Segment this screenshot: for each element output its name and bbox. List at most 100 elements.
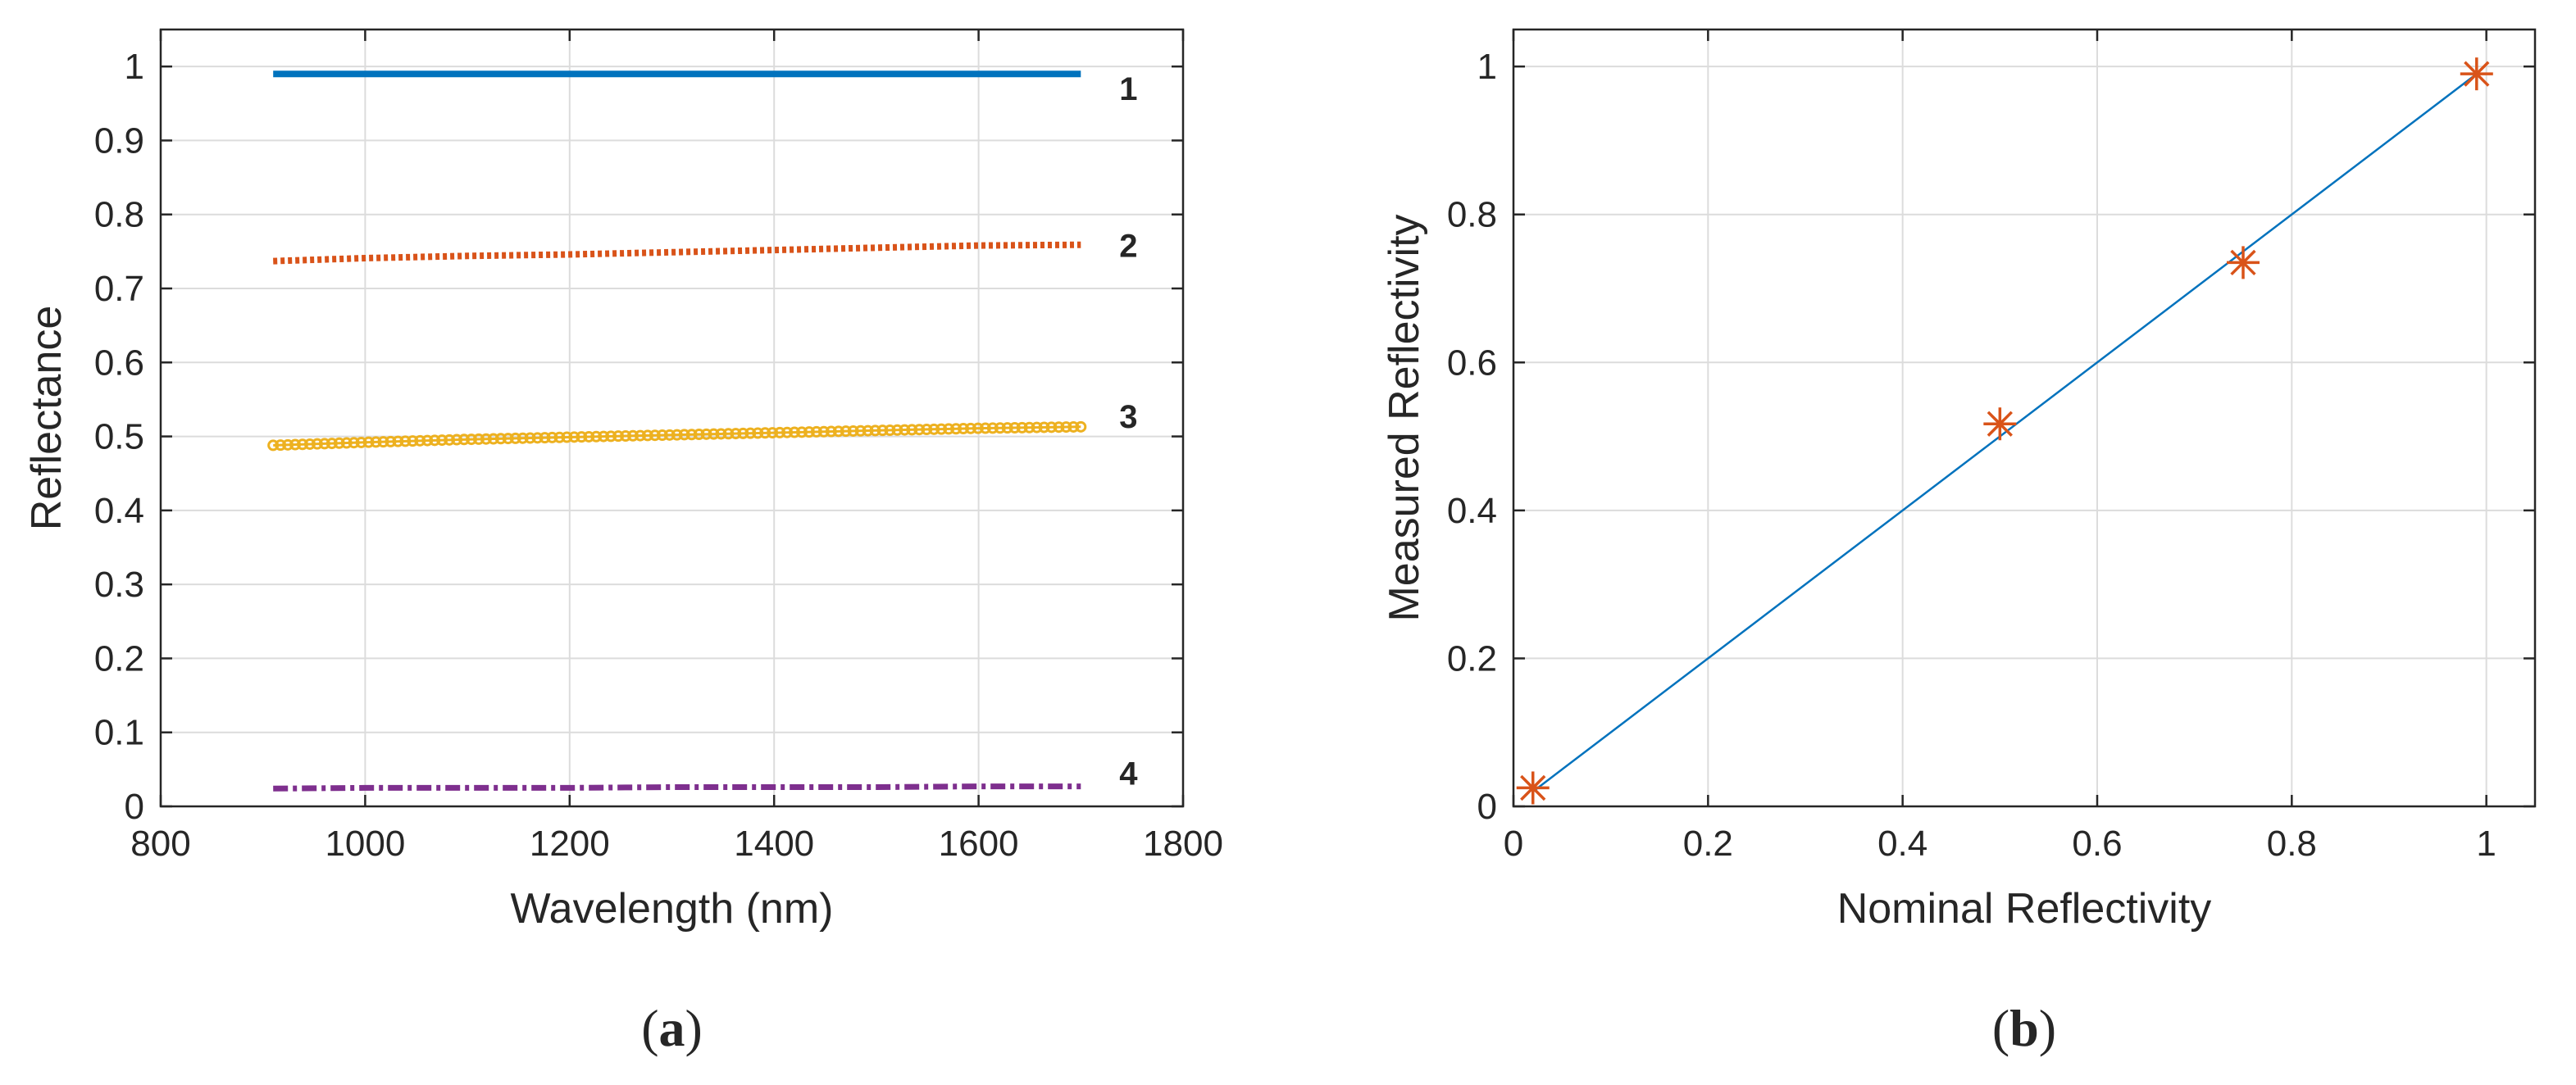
series-3-marker — [451, 434, 463, 446]
series-3-marker — [318, 438, 330, 450]
series-3-marker — [605, 430, 617, 443]
series-3-marker — [494, 433, 507, 445]
y-tick-label: 0.2 — [94, 638, 144, 679]
series-3-marker — [935, 423, 948, 435]
series-3-marker — [561, 431, 573, 443]
series-3-marker — [789, 426, 801, 438]
series-3-marker — [832, 425, 844, 438]
y-tick-label: 0.6 — [1447, 343, 1497, 383]
series-3-marker — [663, 429, 676, 441]
panel-b-x-axis-label: Nominal Reflectivity — [1837, 885, 2212, 933]
panel-b-caption: (b) — [1992, 999, 2056, 1057]
series-3-marker — [370, 436, 382, 448]
series-3-marker — [1016, 421, 1028, 434]
y-tick-label: 0.8 — [1447, 195, 1497, 235]
series-3-marker — [627, 429, 639, 442]
series-3-marker — [1067, 420, 1080, 433]
series-3-marker — [465, 434, 477, 446]
series-3-marker — [678, 429, 690, 441]
x-tick-label: 1800 — [1143, 824, 1223, 864]
series-3-marker — [671, 429, 683, 441]
panel-b-ticks — [1512, 30, 2535, 808]
series-3-marker — [539, 432, 551, 444]
y-tick-label: 0.4 — [1447, 491, 1497, 531]
series-3-marker — [693, 429, 705, 441]
panel-a-tick-labels: 800 1000 1200 1400 1600 1800 0 0.1 0.2 0.3 0.4 0.5 0… — [94, 47, 1223, 864]
measured-point-star — [2227, 246, 2260, 279]
series-3-marker — [303, 438, 316, 450]
series-3-marker — [583, 430, 595, 443]
series-3-marker — [436, 434, 448, 447]
series-3-marker — [759, 427, 771, 439]
series-3-marker — [325, 438, 338, 450]
series-3-marker — [355, 436, 367, 448]
x-tick-label: 0.2 — [1683, 824, 1733, 864]
x-tick-label: 800 — [130, 824, 190, 864]
series-3-marker — [348, 437, 360, 449]
y-tick-label: 0.8 — [94, 195, 144, 235]
measured-point-star — [2460, 57, 2493, 91]
series-3-marker — [429, 434, 441, 447]
series-3-marker — [487, 433, 499, 445]
star-stroke — [1987, 411, 2013, 437]
panel-b-tick-labels: 0 0.2 0.4 0.6 0.8 1 0 0.2 0.4 0.6 0.8 1 — [1447, 47, 2496, 864]
series-3-marker — [847, 424, 859, 437]
series-3-marker — [876, 424, 889, 437]
series-3-marker — [752, 427, 764, 439]
y-tick-label: 0.2 — [1447, 638, 1497, 679]
star-stroke — [1520, 774, 1546, 801]
series-3-marker — [700, 428, 712, 440]
series-3-marker — [311, 438, 323, 450]
series-3-marker — [810, 425, 822, 438]
series-3-marker — [392, 435, 404, 447]
series-3-marker — [524, 432, 536, 444]
series-3-marker — [950, 423, 963, 435]
series-3-marker — [612, 430, 625, 443]
series-3-marker — [964, 422, 976, 434]
series-3-marker — [884, 424, 896, 436]
panel-a-caption: (a) — [641, 999, 703, 1057]
series-3-marker — [921, 424, 933, 436]
series-3-marker — [414, 434, 426, 447]
panel-b-axes-frame — [1512, 28, 2537, 808]
series-3-marker — [1045, 421, 1058, 434]
measured-point-star — [1983, 407, 2017, 441]
panel-b-series — [1516, 57, 2493, 805]
series-3-marker — [620, 429, 632, 442]
y-tick-label: 0 — [125, 787, 144, 827]
series-3-marker — [296, 438, 308, 451]
panel-a-x-axis-label: Wavelength (nm) — [511, 885, 834, 933]
series-3-marker — [576, 431, 588, 443]
series-3-marker — [972, 422, 984, 434]
series-3-marker — [1023, 421, 1035, 434]
series-3-marker — [362, 436, 375, 448]
panel-a-ticks — [159, 30, 1185, 808]
x-tick-label: 0.6 — [2072, 824, 2122, 864]
series-3-marker — [795, 426, 808, 438]
series-3-marker — [568, 431, 580, 443]
series-3-marker — [598, 430, 610, 443]
panel-a-axes-frame — [159, 28, 1185, 808]
series-3-marker — [708, 428, 720, 440]
series-3-marker — [928, 423, 940, 435]
panel-b-y-axis-label: Measured Reflectivity — [1381, 214, 1428, 621]
series-3-marker — [289, 438, 302, 451]
series-3-marker — [767, 427, 779, 439]
series-3-marker — [282, 438, 294, 451]
panel-b-gridlines — [1513, 30, 2535, 807]
series-3-marker — [722, 428, 735, 440]
measured-point-star — [1516, 771, 1550, 805]
series-3-marker — [517, 432, 529, 444]
series-3-marker — [472, 433, 485, 445]
series-3-marker — [1001, 422, 1013, 434]
panel-a-gridlines — [160, 30, 1184, 807]
series-3-marker — [825, 425, 837, 438]
series-3-marker — [649, 429, 661, 442]
series-3-marker — [891, 424, 903, 436]
series-3-marker — [862, 424, 874, 437]
panel-a-series — [267, 70, 1087, 792]
series-3-marker — [1031, 421, 1043, 434]
series-label-4: 4 — [1119, 756, 1138, 792]
series-2-line — [273, 241, 1081, 265]
series-3-marker — [869, 424, 881, 437]
